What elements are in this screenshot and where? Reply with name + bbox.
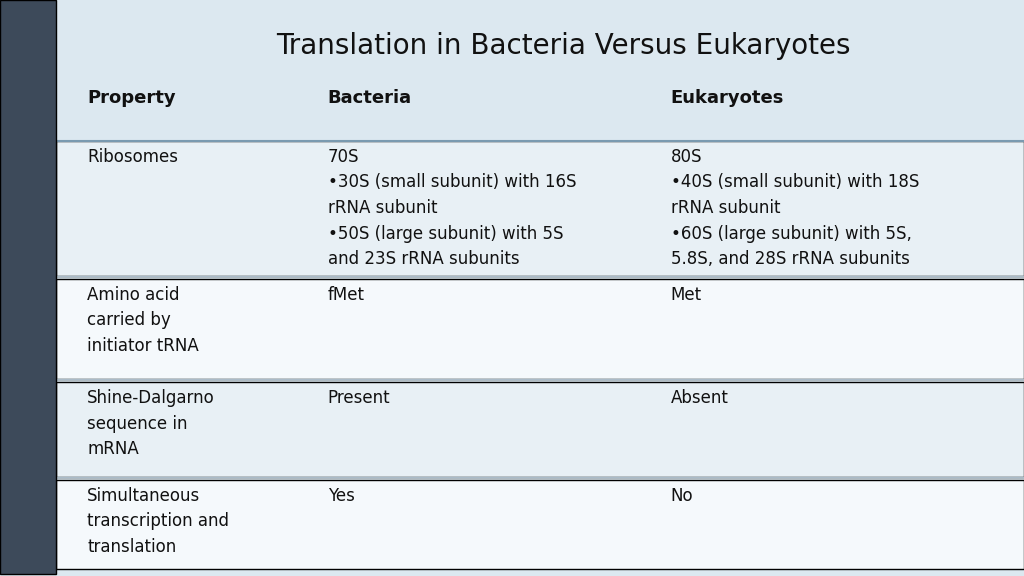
Text: No: No bbox=[671, 487, 693, 505]
Text: Amino acid
carried by
initiator tRNA: Amino acid carried by initiator tRNA bbox=[87, 286, 199, 355]
Text: Ribosomes: Ribosomes bbox=[87, 147, 178, 166]
FancyBboxPatch shape bbox=[56, 480, 1024, 569]
Text: Translation in Bacteria Versus Eukaryotes: Translation in Bacteria Versus Eukaryote… bbox=[275, 32, 851, 59]
Text: 80S
•40S (small subunit) with 18S
rRNA subunit
•60S (large subunit) with 5S,
5.8: 80S •40S (small subunit) with 18S rRNA s… bbox=[671, 147, 920, 268]
Text: Property: Property bbox=[87, 89, 176, 107]
FancyBboxPatch shape bbox=[0, 0, 56, 574]
Text: 70S
•30S (small subunit) with 16S
rRNA subunit
•50S (large subunit) with 5S
and : 70S •30S (small subunit) with 16S rRNA s… bbox=[328, 147, 577, 268]
FancyBboxPatch shape bbox=[56, 279, 1024, 379]
Text: Yes: Yes bbox=[328, 487, 354, 505]
Text: Shine-Dalgarno
sequence in
mRNA: Shine-Dalgarno sequence in mRNA bbox=[87, 389, 215, 458]
Text: Simultaneous
transcription and
translation: Simultaneous transcription and translati… bbox=[87, 487, 229, 556]
Text: Met: Met bbox=[671, 286, 701, 304]
Text: Eukaryotes: Eukaryotes bbox=[671, 89, 784, 107]
FancyBboxPatch shape bbox=[56, 382, 1024, 477]
Text: Bacteria: Bacteria bbox=[328, 89, 412, 107]
FancyBboxPatch shape bbox=[56, 141, 1024, 276]
Text: fMet: fMet bbox=[328, 286, 365, 304]
Text: Present: Present bbox=[328, 389, 390, 407]
Text: Absent: Absent bbox=[671, 389, 729, 407]
